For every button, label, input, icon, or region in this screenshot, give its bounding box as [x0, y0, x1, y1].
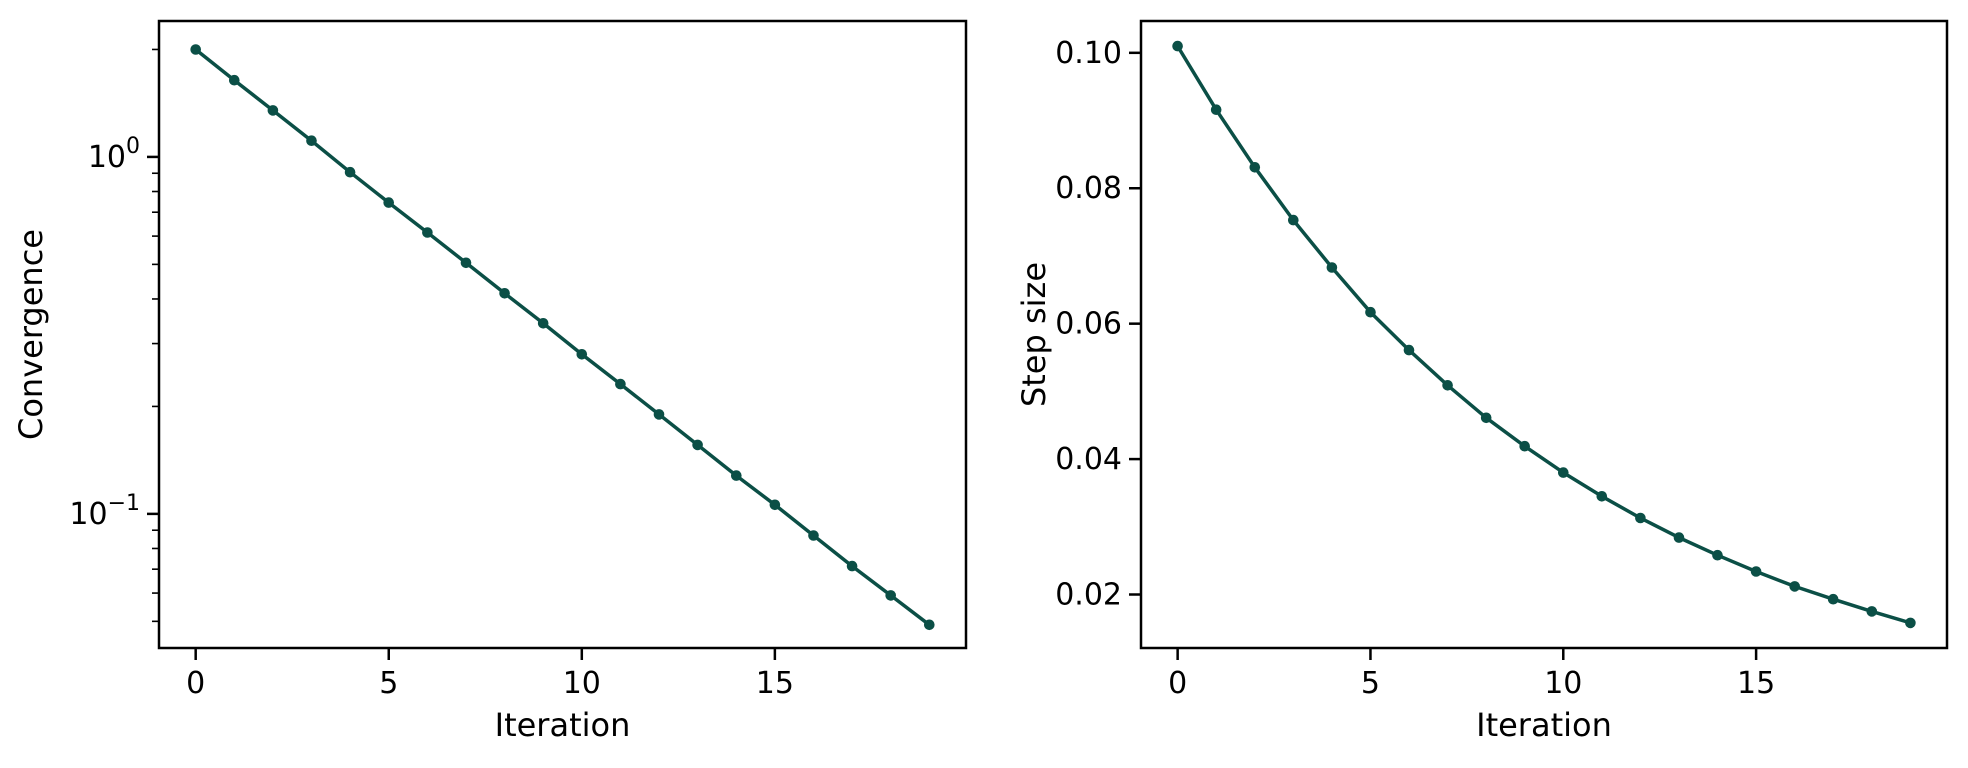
y-tick-label: 0.04 [1055, 442, 1122, 477]
data-point [1635, 512, 1646, 524]
plot-border [157, 19, 968, 650]
series-line [193, 47, 932, 627]
y-axis: 100 10−1 [69, 48, 159, 623]
y-axis-label: Convergence [12, 229, 50, 440]
data-point [1365, 306, 1376, 318]
data-point [499, 288, 510, 299]
data-point [1866, 606, 1878, 617]
data-point [576, 349, 588, 360]
y-tick-label: 0.08 [1055, 171, 1122, 206]
data-point [885, 590, 896, 601]
data-point [1249, 162, 1261, 173]
data-point [846, 560, 858, 572]
data-point [1673, 532, 1685, 543]
y-axis: 0.02 0.04 0.06 0.08 0.10 [1055, 36, 1141, 613]
data-point [1789, 581, 1800, 592]
series-line [1175, 44, 1913, 625]
x-tick-label: 0 [186, 666, 205, 701]
series-markers [190, 44, 935, 631]
data-point [537, 318, 549, 329]
x-axis-label: Iteration [1476, 706, 1612, 744]
data-point [229, 74, 240, 86]
y-axis-label: Step size [1015, 262, 1053, 407]
x-tick-label: 5 [379, 666, 398, 701]
x-axis: 0 5 10 15 [186, 648, 794, 701]
data-point [731, 470, 742, 481]
data-point [1519, 440, 1530, 452]
data-point [190, 44, 201, 55]
data-point [306, 135, 317, 146]
plot-border [1139, 19, 1949, 650]
data-point [1442, 380, 1453, 391]
y-tick-label: 0.10 [1055, 36, 1122, 71]
y-tick-label: 10−1 [69, 491, 140, 532]
data-point [615, 378, 626, 390]
plot-step-size: 0 5 10 15 0.02 0.04 0.06 0.08 0.10 Iteration Step … [1015, 19, 1949, 744]
data-point [1827, 593, 1839, 605]
data-point [344, 166, 356, 178]
y-tick-label: 100 [88, 134, 140, 175]
data-point [1905, 617, 1916, 629]
data-point [769, 499, 781, 511]
data-point [924, 619, 935, 631]
x-tick-label: 15 [756, 666, 794, 701]
data-point [1750, 566, 1762, 577]
x-axis: 0 5 10 15 [1168, 648, 1775, 701]
x-tick-label: 0 [1168, 666, 1187, 701]
data-point [1210, 104, 1222, 115]
data-point [1558, 467, 1569, 478]
data-point [1403, 344, 1415, 356]
x-tick-label: 10 [1544, 666, 1582, 701]
data-point [653, 409, 665, 420]
data-point [692, 439, 703, 451]
series-markers [1172, 40, 1916, 629]
data-point [383, 197, 395, 208]
x-tick-label: 15 [1737, 666, 1775, 701]
data-point [1326, 262, 1338, 273]
data-point [267, 105, 279, 116]
data-point [808, 530, 819, 541]
x-tick-label: 5 [1361, 666, 1380, 701]
data-point [1712, 549, 1723, 561]
data-point [1172, 40, 1183, 52]
y-tick-label: 0.06 [1055, 307, 1122, 342]
x-tick-label: 10 [563, 666, 601, 701]
data-point [1596, 491, 1608, 502]
data-point [1480, 412, 1492, 424]
x-axis-label: Iteration [495, 706, 631, 744]
data-point [422, 227, 433, 238]
data-point [460, 257, 472, 269]
plot-convergence: 0 5 10 15 100 10−1 Iteration Convergence [12, 19, 968, 744]
y-tick-label: 0.02 [1055, 578, 1122, 613]
data-point [1288, 214, 1299, 226]
